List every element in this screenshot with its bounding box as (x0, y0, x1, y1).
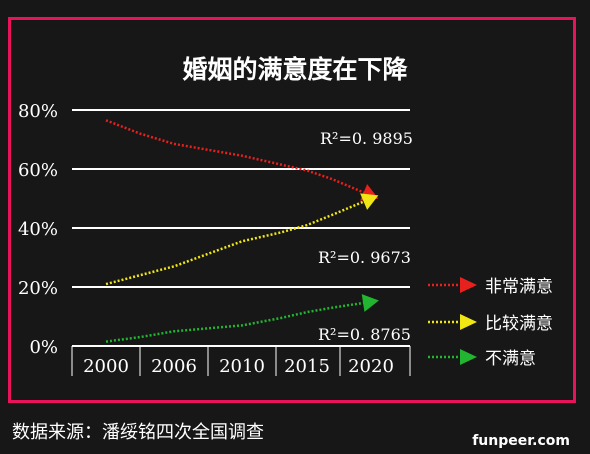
x-tick-label: 2000 (83, 356, 129, 377)
r-squared-label: R²=0. 9895 (320, 129, 413, 148)
source-note: 数据来源：潘绥铭四次全国调查 (12, 422, 264, 443)
chart-title: 婚姻的满意度在下降 (182, 55, 408, 84)
legend-label: 比较满意 (485, 314, 553, 334)
x-tick-label: 2010 (219, 356, 265, 377)
series-arrowhead (361, 294, 379, 312)
chart-border (8, 17, 576, 403)
r-squared-label: R²=0. 9673 (318, 248, 411, 267)
legend-swatch-arrow (460, 314, 477, 330)
series-arrowhead (360, 193, 379, 210)
y-tick-label: 40% (18, 219, 58, 240)
y-tick-label: 60% (18, 160, 58, 181)
x-tick-label: 2015 (284, 356, 330, 377)
series-line (105, 197, 372, 286)
legend-label: 不满意 (485, 349, 536, 369)
series-line (105, 119, 372, 197)
x-tick-label: 2006 (151, 356, 197, 377)
legend-swatch-arrow (460, 277, 477, 293)
y-tick-label: 20% (18, 278, 58, 299)
x-tick-label: 2020 (348, 356, 394, 377)
watermark-logo: funpeer.com (472, 433, 570, 449)
series-line (105, 300, 372, 343)
y-tick-label: 0% (29, 337, 58, 358)
y-tick-label: 80% (18, 101, 58, 122)
legend-label: 非常满意 (485, 277, 553, 297)
r-squared-label: R²=0. 8765 (318, 325, 411, 344)
legend-swatch-arrow (460, 349, 477, 365)
